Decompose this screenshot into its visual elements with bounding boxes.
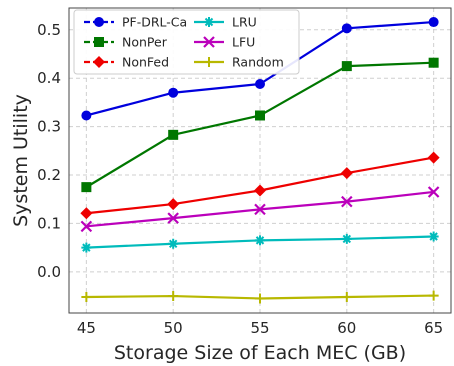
data-point-pf-drl-ca bbox=[255, 79, 265, 90]
data-point-nonfed bbox=[80, 207, 93, 220]
data-point-nonper bbox=[255, 110, 265, 121]
data-point-pf-drl-ca bbox=[428, 17, 439, 28]
x-tick-label: 45 bbox=[77, 319, 96, 337]
data-point-pf-drl-ca bbox=[341, 23, 352, 34]
y-tick-label: 0.4 bbox=[37, 69, 61, 87]
plot-border bbox=[68, 7, 452, 314]
legend-marker-pf-drl-ca bbox=[94, 17, 104, 27]
data-point-lru bbox=[341, 233, 352, 244]
y-tick-label: 0.0 bbox=[37, 263, 61, 281]
legend-marker-nonper bbox=[94, 37, 104, 47]
x-tick-label: 60 bbox=[337, 319, 356, 337]
data-point-nonper bbox=[341, 61, 352, 72]
plot-frame bbox=[68, 7, 452, 314]
data-point-nonfed bbox=[167, 198, 180, 211]
legend-label-pf-drl-ca: PF-DRL-Ca bbox=[122, 15, 187, 30]
legend-marker-nonfed bbox=[93, 56, 105, 68]
y-tick-label: 0.5 bbox=[37, 21, 61, 39]
legend-box bbox=[73, 9, 300, 75]
data-point-random bbox=[255, 293, 265, 304]
y-tick-label: 0.2 bbox=[37, 166, 61, 184]
data-point-pf-drl-ca bbox=[168, 87, 179, 98]
data-point-lru bbox=[428, 231, 439, 242]
legend-label-lru: LRU bbox=[232, 15, 257, 30]
legend-label-lfu: LFU bbox=[232, 35, 255, 50]
data-point-nonfed bbox=[254, 184, 266, 197]
x-axis-title: Storage Size of Each MEC (GB) bbox=[114, 342, 406, 364]
y-axis-title: System Utility bbox=[10, 94, 32, 227]
legend-label-nonper: NonPer bbox=[122, 35, 168, 50]
data-point-nonfed bbox=[340, 167, 353, 180]
data-point-lfu bbox=[254, 203, 266, 216]
data-point-nonper bbox=[168, 129, 179, 140]
data-point-lfu bbox=[341, 195, 353, 208]
y-tick-label: 0.3 bbox=[37, 118, 61, 136]
data-point-nonfed bbox=[427, 151, 440, 164]
y-axis-ticks: 0.0 0.1 0.2 0.3 0.4 0.5 bbox=[37, 21, 61, 281]
data-point-nonper bbox=[81, 182, 92, 193]
x-tick-label: 65 bbox=[424, 319, 443, 337]
y-tick-label: 0.1 bbox=[37, 214, 61, 232]
series-markers bbox=[80, 17, 440, 304]
legend-marker-lfu bbox=[203, 36, 215, 48]
data-point-lru bbox=[255, 235, 265, 246]
data-point-nonper bbox=[428, 57, 439, 68]
legend: PF-DRL-Ca NonPer NonFed LRU LFU Random bbox=[73, 9, 300, 75]
data-point-pf-drl-ca bbox=[81, 110, 92, 121]
legend-label-nonfed: NonFed bbox=[122, 55, 169, 70]
data-point-lfu bbox=[427, 186, 440, 198]
x-tick-label: 50 bbox=[164, 319, 183, 337]
legend-marker-random bbox=[204, 57, 214, 67]
data-point-lru bbox=[81, 242, 92, 253]
legend-marker-lru bbox=[204, 17, 214, 27]
legend-label-random: Random bbox=[232, 55, 284, 70]
data-point-lru bbox=[168, 238, 179, 249]
data-point-random bbox=[341, 292, 352, 303]
data-point-lfu bbox=[167, 212, 179, 224]
data-point-random bbox=[168, 291, 179, 302]
data-point-random bbox=[81, 292, 92, 303]
x-tick-label: 55 bbox=[250, 319, 269, 337]
data-point-lfu bbox=[80, 220, 93, 233]
data-point-random bbox=[428, 290, 439, 301]
x-axis-ticks: 45 50 55 60 65 bbox=[77, 319, 443, 337]
